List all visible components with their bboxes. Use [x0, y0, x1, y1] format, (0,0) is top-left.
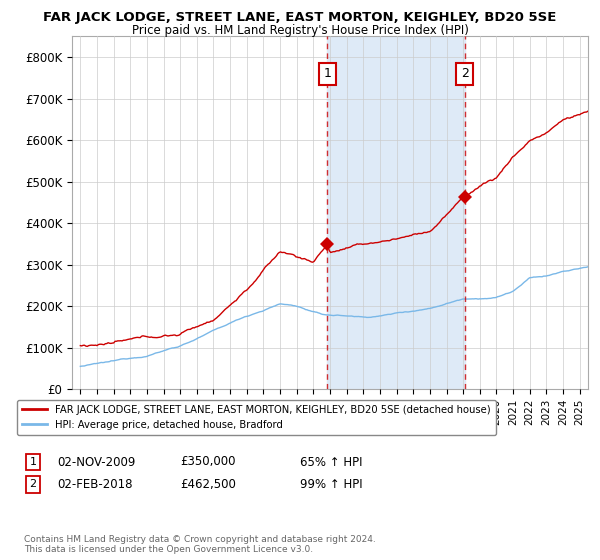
Text: 1: 1: [29, 457, 37, 467]
Text: FAR JACK LODGE, STREET LANE, EAST MORTON, KEIGHLEY, BD20 5SE: FAR JACK LODGE, STREET LANE, EAST MORTON…: [43, 11, 557, 24]
Text: £462,500: £462,500: [180, 478, 236, 491]
Text: 2: 2: [29, 479, 37, 489]
Legend: FAR JACK LODGE, STREET LANE, EAST MORTON, KEIGHLEY, BD20 5SE (detached house), H: FAR JACK LODGE, STREET LANE, EAST MORTON…: [17, 400, 496, 435]
Text: 65% ↑ HPI: 65% ↑ HPI: [300, 455, 362, 469]
Text: 02-NOV-2009: 02-NOV-2009: [57, 455, 136, 469]
Text: Contains HM Land Registry data © Crown copyright and database right 2024.
This d: Contains HM Land Registry data © Crown c…: [24, 535, 376, 554]
Text: 1: 1: [323, 67, 331, 80]
Text: Price paid vs. HM Land Registry's House Price Index (HPI): Price paid vs. HM Land Registry's House …: [131, 24, 469, 36]
Bar: [328, 36, 464, 389]
Text: 02-FEB-2018: 02-FEB-2018: [57, 478, 133, 491]
Text: 2: 2: [461, 67, 469, 80]
Text: £350,000: £350,000: [180, 455, 235, 469]
Text: 99% ↑ HPI: 99% ↑ HPI: [300, 478, 362, 491]
